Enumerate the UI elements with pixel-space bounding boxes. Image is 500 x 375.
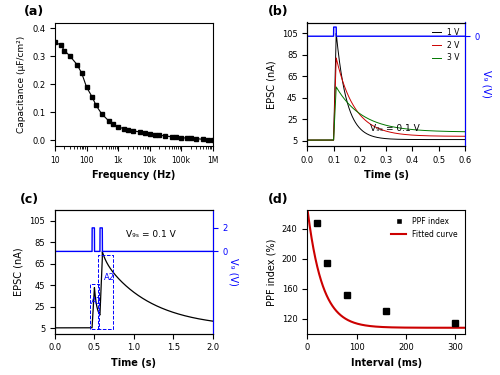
1 V [375, 135, 381, 140]
Text: (d): (d) [268, 193, 288, 206]
3 V [333, 85, 339, 89]
Text: V₉ₛ = 0.1 V: V₉ₛ = 0.1 V [370, 124, 420, 133]
X-axis label: Time (s): Time (s) [112, 358, 156, 368]
Y-axis label: EPSC (nA): EPSC (nA) [266, 60, 276, 109]
Y-axis label: V₉ (V): V₉ (V) [481, 70, 491, 98]
2 V [462, 134, 468, 138]
Fitted curve [398, 325, 404, 330]
Line: Fitted curve: Fitted curve [308, 212, 465, 328]
Fitted curve [458, 326, 464, 330]
X-axis label: Frequency (Hz): Frequency (Hz) [92, 170, 176, 180]
1 V [304, 138, 310, 142]
2 V [304, 138, 310, 142]
Y-axis label: PPF index (%): PPF index (%) [266, 238, 276, 306]
1 V [342, 90, 348, 95]
Line: 2 V: 2 V [308, 58, 465, 140]
3 V [364, 116, 370, 120]
Fitted curve [462, 326, 468, 330]
Text: (a): (a) [24, 5, 44, 18]
PPF index [452, 320, 458, 325]
1 V [462, 137, 468, 142]
Text: (b): (b) [268, 5, 288, 18]
Text: A2: A2 [104, 273, 115, 282]
Fitted curve [434, 326, 440, 330]
Legend: 1 V, 2 V, 3 V: 1 V, 2 V, 3 V [430, 26, 461, 64]
Fitted curve [390, 325, 396, 330]
3 V [462, 129, 468, 134]
X-axis label: Interval (ms): Interval (ms) [350, 358, 422, 368]
2 V [341, 82, 347, 87]
Fitted curve [380, 325, 386, 329]
2 V [333, 56, 339, 60]
3 V [342, 97, 348, 102]
2 V [342, 85, 348, 89]
1 V [364, 132, 370, 136]
2 V [461, 134, 467, 138]
Text: A1: A1 [90, 297, 102, 306]
PPF index [383, 309, 389, 314]
PPF index [344, 292, 349, 297]
1 V [333, 31, 339, 36]
2 V [342, 87, 348, 92]
3 V [341, 96, 347, 101]
PPF index [324, 260, 330, 265]
Legend: PPF index, Fitted curve: PPF index, Fitted curve [388, 214, 461, 242]
Y-axis label: V₉ (V): V₉ (V) [229, 258, 239, 286]
3 V [461, 129, 467, 134]
3 V [342, 98, 348, 103]
1 V [342, 94, 348, 98]
Y-axis label: Capacitance (μF/cm²): Capacitance (μF/cm²) [18, 36, 26, 133]
Fitted curve [380, 325, 386, 329]
Text: V₉ₛ = 0.1 V: V₉ₛ = 0.1 V [126, 230, 176, 239]
Line: 3 V: 3 V [308, 87, 465, 140]
3 V [304, 138, 310, 142]
1 V [341, 86, 347, 91]
X-axis label: Time (s): Time (s) [364, 170, 408, 180]
PPF index [314, 221, 320, 225]
2 V [364, 119, 370, 124]
Fitted curve [305, 210, 311, 214]
Line: PPF index: PPF index [314, 220, 458, 325]
1 V [461, 137, 467, 142]
3 V [375, 121, 381, 125]
Y-axis label: EPSC (nA): EPSC (nA) [14, 248, 24, 296]
2 V [375, 126, 381, 130]
Text: (c): (c) [20, 193, 40, 206]
Line: 1 V: 1 V [308, 33, 465, 140]
